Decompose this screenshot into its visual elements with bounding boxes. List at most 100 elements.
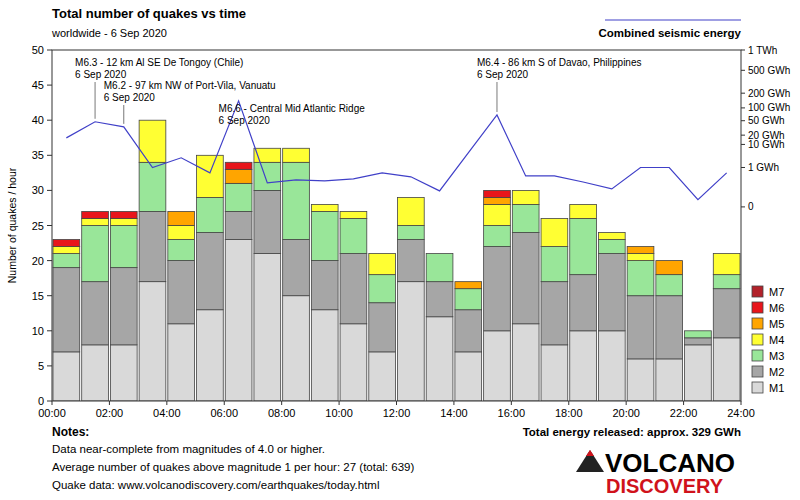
- bar-segment: [656, 275, 683, 296]
- bar-segment: [541, 282, 568, 345]
- y2-tick-label: 20 GWh: [748, 130, 785, 141]
- x-tick-label: 24:00: [727, 407, 755, 419]
- bar-segment: [340, 211, 367, 218]
- annotation-text: M6.3 - 12 km Al SE De Tongoy (Chile): [75, 57, 243, 68]
- y2-tick: [741, 167, 745, 168]
- y-tick: [47, 295, 52, 296]
- bar-segment: [685, 331, 712, 338]
- bar-segment: [168, 261, 195, 324]
- x-tick: [683, 401, 684, 405]
- y2-tick-label: 1 TWh: [748, 45, 777, 56]
- bar-segment: [398, 197, 425, 198]
- bar-segment: [512, 233, 539, 324]
- bar-segment: [455, 310, 482, 352]
- x-tick-label: 04:00: [153, 407, 181, 419]
- y2-tick: [741, 135, 745, 136]
- bar-segment: [139, 162, 166, 211]
- annotation-leader: [95, 82, 96, 119]
- y2-tick: [741, 107, 745, 108]
- bar-segment: [110, 211, 137, 218]
- annotation-text: 6 Sep 2020: [75, 69, 127, 80]
- bar-segment: [283, 148, 310, 149]
- x-tick: [568, 401, 569, 405]
- bar-segment: [398, 282, 425, 401]
- bar-segment: [598, 232, 625, 233]
- x-tick-label: 08:00: [268, 407, 296, 419]
- bar-segment: [254, 162, 281, 190]
- bar-segment: [340, 218, 367, 253]
- bar-segment: [398, 240, 425, 282]
- x-tick-label: 00:00: [38, 407, 66, 419]
- bar-segment: [168, 324, 195, 401]
- bar-segment: [455, 281, 482, 282]
- bar-segment: [455, 289, 482, 310]
- logo-text: VOLCANO: [605, 448, 735, 478]
- bar-segment: [512, 190, 539, 191]
- bar-segment: [426, 253, 453, 254]
- bar-segment: [53, 240, 80, 247]
- annotation-text: 6 Sep 2020: [219, 115, 271, 126]
- bar-segment: [512, 190, 539, 191]
- bar-segment: [311, 204, 338, 205]
- x-tick: [396, 401, 397, 405]
- bar-segment: [426, 253, 453, 254]
- x-tick: [741, 401, 742, 405]
- x-tick-label: 18:00: [555, 407, 583, 419]
- bar-segment: [283, 296, 310, 401]
- y-tick: [47, 260, 52, 261]
- notes-line: Data near-complete from magnitudes of 4.…: [52, 443, 325, 455]
- bar-segment: [598, 254, 625, 331]
- bar-segment: [713, 253, 740, 254]
- bar-segment: [53, 254, 80, 268]
- bar-segment: [512, 204, 539, 232]
- y-tick: [47, 120, 52, 121]
- bar-segment: [713, 254, 740, 275]
- bar-segment: [426, 317, 453, 401]
- bar-segment: [254, 148, 281, 149]
- annotation-text: 6 Sep 2020: [104, 92, 156, 103]
- bar-segment: [82, 211, 109, 218]
- bar-segment: [340, 254, 367, 324]
- bar-segment: [598, 233, 625, 240]
- y-axis-label: Number of quakes / hour: [6, 167, 18, 283]
- bar-segment: [168, 240, 195, 261]
- bar-segment: [541, 218, 568, 246]
- bar-segment: [139, 282, 166, 401]
- bar-segment: [225, 162, 252, 169]
- annotation-text: M6.2 - 97 km NW of Port-Vila, Vanuatu: [104, 80, 276, 91]
- bar-segment: [398, 197, 425, 225]
- bar-segment: [311, 310, 338, 401]
- bar-segment: [426, 253, 453, 254]
- bar-segment: [283, 240, 310, 296]
- bar-segment: [598, 331, 625, 401]
- bar-segment: [656, 260, 683, 261]
- x-tick: [511, 401, 512, 405]
- bar-segment: [254, 148, 281, 149]
- bar-segment: [311, 204, 338, 211]
- bar-segment: [311, 211, 338, 260]
- bar-segment: [225, 169, 252, 183]
- y-tick-label: 30: [32, 184, 44, 196]
- bar-segment: [541, 247, 568, 282]
- annotation: M6.3 - 12 km Al SE De Tongoy (Chile)6 Se…: [75, 57, 243, 80]
- bar-segment: [283, 148, 310, 149]
- bar-segment: [598, 232, 625, 233]
- bar-segment: [484, 190, 511, 191]
- bar-segment: [110, 226, 137, 268]
- legend-swatch: [752, 382, 763, 393]
- bar-segment: [311, 204, 338, 205]
- bar-segment: [570, 331, 597, 401]
- bar-segment: [656, 261, 683, 275]
- bar-segment: [197, 233, 224, 310]
- bar-segment: [455, 282, 482, 289]
- bar-segment: [139, 120, 166, 121]
- bar-segment: [369, 253, 396, 254]
- legend-swatch: [752, 302, 763, 313]
- bar-segment: [541, 218, 568, 219]
- bar-segment: [484, 204, 511, 225]
- y-tick: [47, 190, 52, 191]
- bar-segment: [570, 218, 597, 274]
- notes-line: Average number of quakes above magnitude…: [52, 461, 414, 473]
- bar-segment: [225, 162, 252, 163]
- bar-segment: [168, 226, 195, 240]
